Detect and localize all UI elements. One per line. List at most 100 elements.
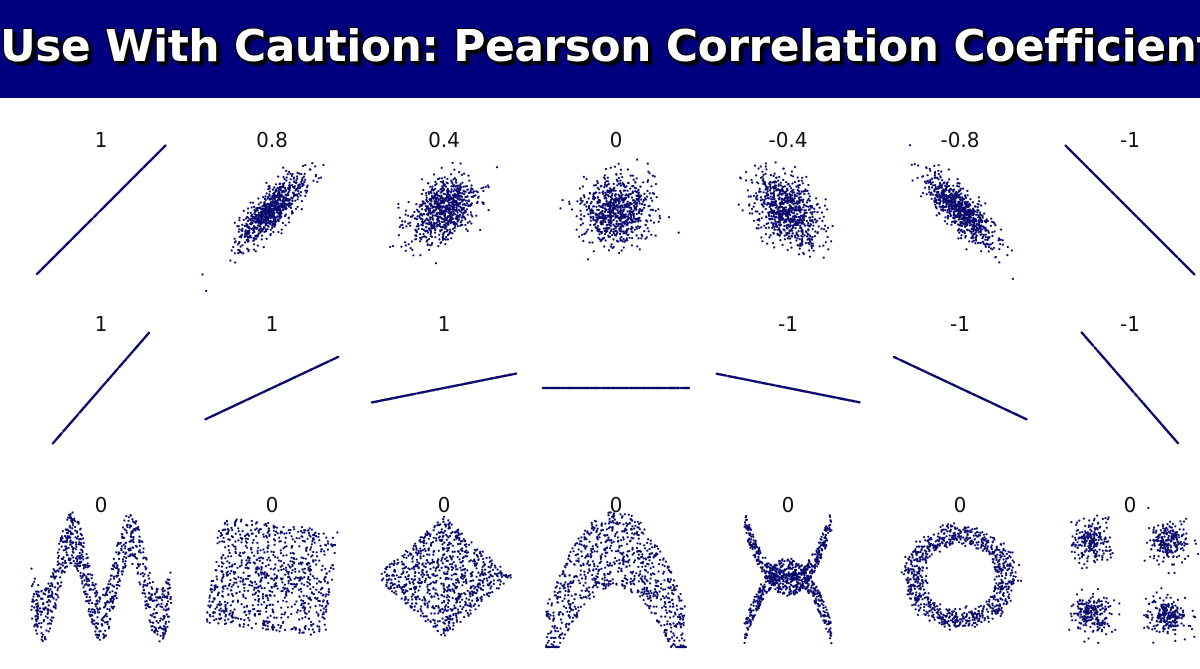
data-point xyxy=(820,211,824,214)
data-point xyxy=(627,204,630,207)
data-point xyxy=(654,182,658,186)
panel-correlation-label: -1 xyxy=(1120,128,1140,152)
data-point xyxy=(264,198,267,201)
data-point xyxy=(793,218,796,221)
data-point xyxy=(794,220,797,223)
data-point xyxy=(823,204,827,207)
data-point xyxy=(973,232,976,235)
data-point xyxy=(593,196,597,200)
data-point xyxy=(252,205,256,208)
data-point xyxy=(450,173,453,176)
data-point xyxy=(277,219,280,222)
data-point xyxy=(795,239,798,242)
data-point xyxy=(778,196,781,199)
data-point xyxy=(811,228,814,231)
data-point xyxy=(957,208,960,211)
data-point xyxy=(774,220,777,223)
data-point xyxy=(946,183,949,186)
data-point xyxy=(639,185,642,188)
data-point xyxy=(454,201,457,204)
data-point xyxy=(777,183,780,186)
data-point xyxy=(785,233,788,236)
data-point xyxy=(585,201,588,204)
data-point xyxy=(230,249,233,252)
data-point xyxy=(417,227,420,230)
data-point xyxy=(976,206,979,209)
data-point xyxy=(739,176,742,179)
data-point xyxy=(790,170,794,173)
data-point xyxy=(613,225,616,228)
data-point xyxy=(764,162,768,165)
data-point xyxy=(607,249,611,252)
data-point xyxy=(281,200,284,203)
data-point xyxy=(250,206,253,209)
data-point xyxy=(603,218,606,221)
data-point xyxy=(933,174,937,177)
data-point xyxy=(792,175,795,178)
data-point xyxy=(595,205,598,208)
data-point xyxy=(931,177,934,180)
data-point xyxy=(271,213,274,216)
data-point xyxy=(938,202,941,205)
data-point xyxy=(423,213,426,216)
data-point xyxy=(610,243,613,246)
data-point xyxy=(781,185,785,188)
data-point xyxy=(638,200,641,203)
data-point xyxy=(812,224,815,227)
data-point xyxy=(786,194,789,197)
data-point xyxy=(941,204,945,207)
data-point xyxy=(803,234,806,237)
data-point xyxy=(254,234,257,237)
data-point xyxy=(271,211,274,214)
data-point xyxy=(442,205,445,208)
data-point xyxy=(753,164,757,167)
data-point xyxy=(454,194,457,197)
data-point xyxy=(987,237,990,240)
data-point xyxy=(404,249,407,252)
data-point xyxy=(453,188,456,191)
data-point xyxy=(806,189,809,192)
data-point xyxy=(451,210,454,213)
data-point xyxy=(798,198,801,201)
data-point xyxy=(625,232,628,235)
data-point xyxy=(304,194,307,197)
data-point xyxy=(606,176,609,179)
data-point xyxy=(265,203,268,206)
data-point xyxy=(809,205,812,208)
data-point xyxy=(288,187,291,190)
data-point xyxy=(756,194,759,197)
data-point xyxy=(559,207,562,210)
data-point xyxy=(481,201,484,204)
data-point xyxy=(482,189,485,193)
data-point xyxy=(989,224,993,227)
data-point xyxy=(455,217,458,220)
data-point xyxy=(275,194,278,197)
data-point xyxy=(288,189,291,192)
data-point xyxy=(580,233,584,236)
data-point xyxy=(625,202,628,205)
data-point xyxy=(802,198,805,201)
data-point xyxy=(448,230,452,233)
data-point xyxy=(426,243,429,246)
data-point xyxy=(46,262,49,265)
data-point xyxy=(240,251,243,254)
data-point xyxy=(477,196,480,199)
data-point xyxy=(446,177,449,180)
data-point xyxy=(420,204,423,207)
data-point xyxy=(596,182,600,185)
data-point xyxy=(926,174,929,177)
data-point xyxy=(657,220,660,223)
data-point xyxy=(443,227,446,230)
data-point xyxy=(646,227,649,230)
data-point xyxy=(777,179,780,182)
data-point xyxy=(468,191,471,194)
data-point xyxy=(791,189,794,192)
data-point xyxy=(268,198,272,201)
data-point xyxy=(930,191,933,194)
data-point xyxy=(311,162,314,165)
data-point xyxy=(806,199,809,202)
data-point xyxy=(442,192,445,195)
data-point xyxy=(463,193,466,196)
data-point xyxy=(604,232,607,236)
data-point xyxy=(303,180,306,184)
